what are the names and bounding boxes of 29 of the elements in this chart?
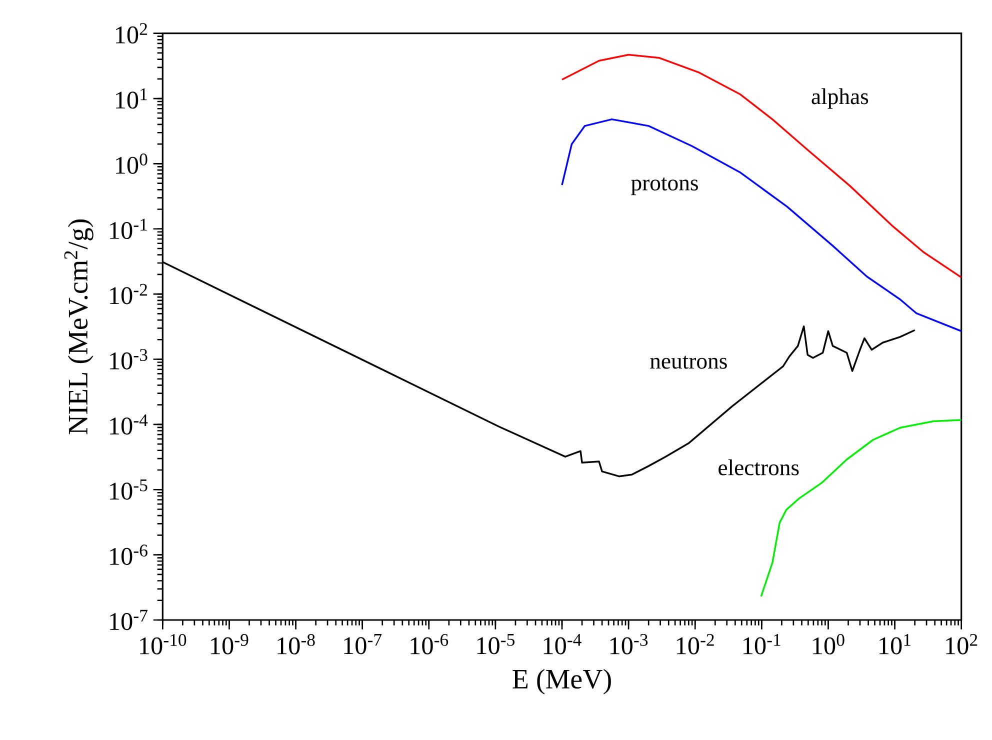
y-tick-label: 10$^{1}$ xyxy=(116,88,147,109)
x-tick-label: 10$^{0}$ xyxy=(813,634,844,654)
x-tick-label: 10$^{-4}$ xyxy=(544,634,582,654)
series-label: protons xyxy=(631,178,698,196)
y-tick-label: 10$^{-4}$ xyxy=(110,414,148,435)
x-tick-label: 10$^{-9}$ xyxy=(211,634,248,654)
x-tick-label: 10$^{-6}$ xyxy=(410,634,448,654)
y-tick-label: 10$^{2}$ xyxy=(116,23,147,44)
y-tick-label: 10$^{-2}$ xyxy=(110,284,147,304)
x-tick-label: 10$^{-10}$ xyxy=(140,634,186,654)
series-label: neutrons xyxy=(650,356,727,369)
y-tick-label: 10$^{-3}$ xyxy=(110,349,148,370)
x-tick-label: 10$^{1}$ xyxy=(880,634,910,654)
y-tick-label: 10$^{-6}$ xyxy=(110,544,148,565)
series-label: alphas xyxy=(812,88,868,109)
x-axis-title: E (MeV) xyxy=(512,668,611,694)
y-tick-label: 10$^{-7}$ xyxy=(110,610,148,630)
x-tick-label: 10$^{-2}$ xyxy=(676,634,714,654)
x-tick-label: 10$^{-5}$ xyxy=(477,634,514,654)
x-tick-label: 10$^{-3}$ xyxy=(610,634,648,654)
y-axis-title: NIEL (MeV.cm$^{2}$/g) xyxy=(64,220,94,434)
y-tick-label: 10$^{0}$ xyxy=(116,154,148,174)
x-tick-label: 10$^{-1}$ xyxy=(743,634,780,654)
y-tick-label: 10$^{-5}$ xyxy=(110,480,148,500)
series-label: electrons xyxy=(718,459,799,476)
x-tick-label: 10$^{-7}$ xyxy=(344,634,382,654)
x-tick-label: 10$^{2}$ xyxy=(946,634,978,654)
x-tick-label: 10$^{-8}$ xyxy=(278,634,315,654)
y-tick-label: 10$^{-1}$ xyxy=(110,218,147,240)
